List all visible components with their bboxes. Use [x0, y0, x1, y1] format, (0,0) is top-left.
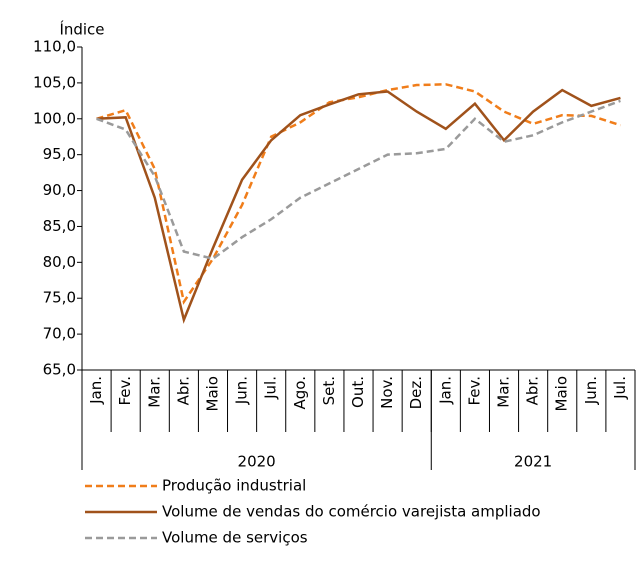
x-tick-label: Ago.	[291, 376, 309, 409]
legend-label: Volume de vendas do comércio varejista a…	[162, 503, 541, 521]
legend-label: Volume de serviços	[162, 529, 308, 547]
x-tick-label: Out.	[349, 376, 367, 408]
series-line	[96, 99, 621, 261]
x-tick-label: Nov.	[378, 376, 396, 409]
x-tick-label: Abr.	[174, 376, 192, 405]
y-axis-label: Índice	[59, 20, 104, 39]
x-tick-label: Abr.	[524, 376, 542, 405]
y-tick-label: 75,0	[43, 289, 76, 307]
series-line	[96, 83, 621, 305]
x-tick-label: Jul.	[611, 376, 629, 400]
y-tick-label: 65,0	[43, 361, 76, 379]
x-tick-label: Set.	[320, 376, 338, 405]
x-tick-label: Jan.	[87, 376, 105, 405]
y-tick-label: 105,0	[33, 73, 76, 91]
x-tick-label: Mar.	[145, 376, 163, 408]
y-tick-label: 95,0	[43, 145, 76, 163]
x-tick-label: Jun.	[233, 376, 251, 405]
group-label: 2020	[238, 453, 276, 471]
group-label: 2021	[514, 453, 552, 471]
x-tick-label: Jun.	[582, 376, 600, 405]
x-tick-label: Fev.	[116, 376, 134, 406]
y-tick-label: 80,0	[43, 253, 76, 271]
x-tick-label: Jan.	[436, 376, 454, 405]
legend-label: Produção industrial	[162, 477, 306, 495]
x-tick-label: Dez.	[407, 376, 425, 409]
y-tick-label: 90,0	[43, 181, 76, 199]
y-tick-label: 100,0	[33, 109, 76, 127]
x-tick-label: Mar.	[495, 376, 513, 408]
x-tick-label: Fev.	[465, 376, 483, 406]
y-tick-label: 110,0	[33, 38, 76, 56]
series-line	[96, 88, 621, 324]
x-tick-label: Maio	[553, 376, 571, 411]
y-tick-label: 85,0	[43, 217, 76, 235]
x-tick-label: Maio	[203, 376, 221, 411]
y-tick-label: 70,0	[43, 325, 76, 343]
x-tick-label: Jul.	[262, 376, 280, 400]
